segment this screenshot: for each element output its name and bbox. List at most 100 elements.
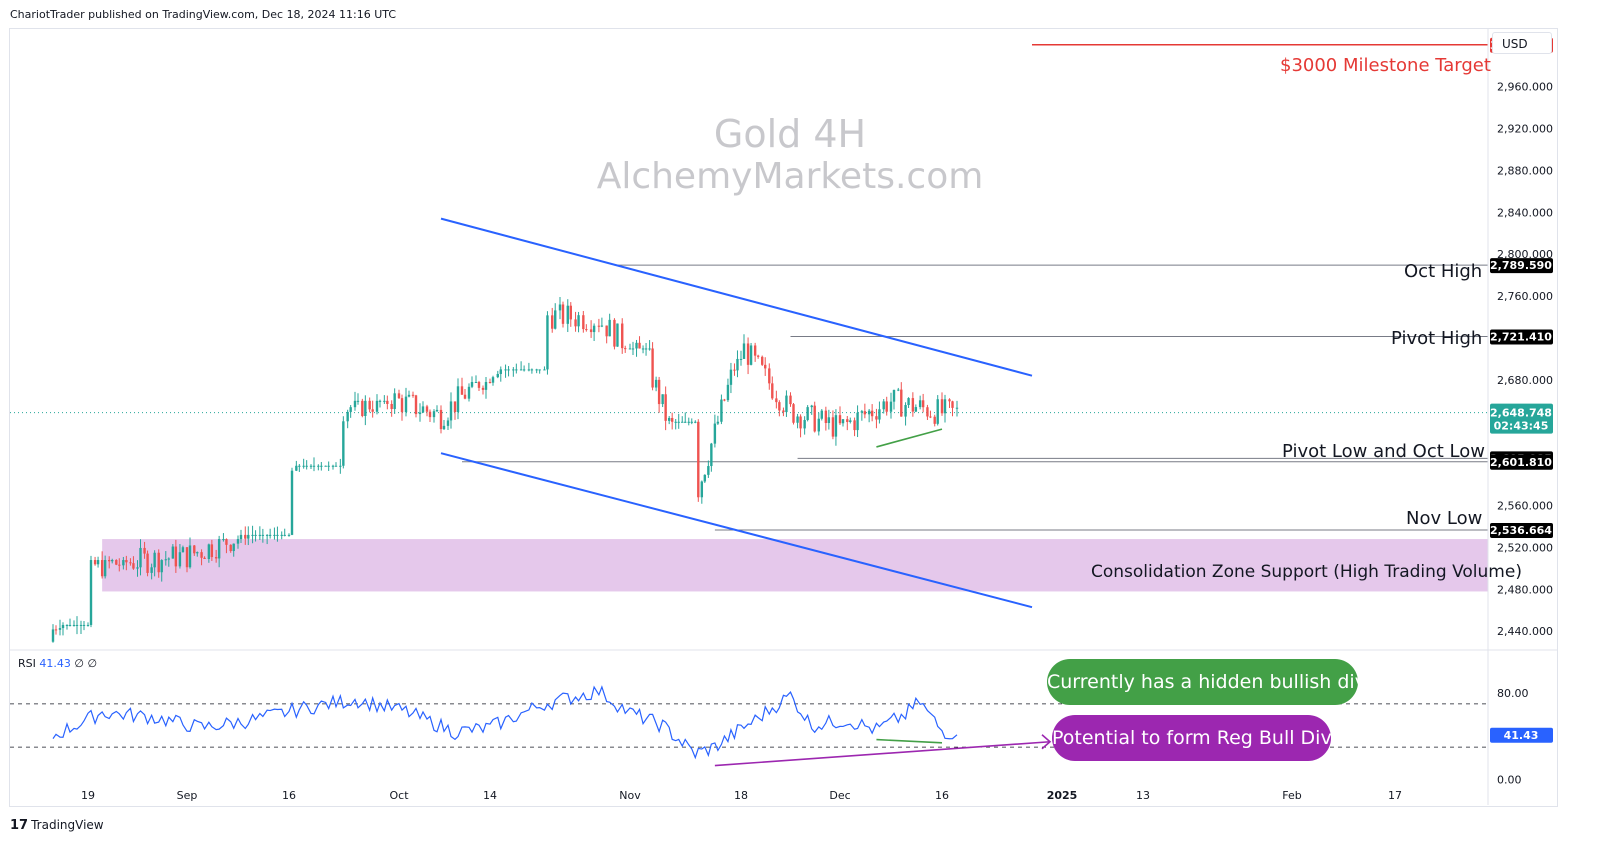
candle-body (375, 400, 379, 412)
rsi-reg-div-arrowhead (1041, 734, 1052, 750)
candle-body (210, 544, 214, 558)
tradingview-logo[interactable]: 17 TradingView (10, 818, 104, 833)
candle-body (305, 465, 308, 467)
candle-body (136, 567, 139, 569)
candle-body (918, 400, 922, 408)
candle-body (796, 416, 799, 423)
candle-body (674, 421, 677, 423)
horizontal-levels-group (10, 43, 1488, 531)
time-axis-tick: 2025 (1047, 789, 1078, 802)
candle-body (349, 407, 352, 412)
candle-body (749, 345, 753, 365)
candle-body (115, 560, 118, 565)
candle-body (849, 420, 852, 423)
candle-body (628, 348, 632, 350)
candle-body (214, 557, 218, 559)
candle-body (327, 465, 330, 467)
candle-body (739, 358, 743, 360)
rsi-legend-name: RSI (18, 657, 36, 670)
candle-body (236, 539, 240, 544)
candle-body (51, 629, 55, 642)
candle-body (171, 546, 175, 559)
time-axis-tick: Dec (829, 789, 850, 802)
candles-group (51, 296, 959, 643)
candle-body (118, 564, 121, 566)
candle-body (589, 329, 593, 333)
price-label-box (1490, 523, 1553, 539)
candle-body (132, 563, 135, 569)
axes-group: 2,960.000 2,920.000 2,880.000 2,840.000 2,80… (10, 28, 1557, 805)
candle-body (421, 406, 425, 413)
candle-body (432, 411, 436, 418)
price-label-text: 2,789.590 (1490, 259, 1552, 272)
candle-body (764, 364, 767, 369)
currency-button[interactable]: USD (1492, 32, 1552, 54)
candle-body (582, 315, 585, 330)
candle-body (863, 411, 867, 415)
candle-body (185, 547, 189, 568)
candle-body (782, 410, 785, 413)
candle-body (439, 409, 443, 430)
candle-body (488, 381, 492, 383)
candle-body (346, 411, 349, 422)
candle-body (789, 395, 792, 405)
candle-body (933, 416, 936, 424)
candle-body (558, 304, 562, 311)
tradingview-brand: TradingView (31, 818, 104, 832)
candle-body (371, 409, 374, 412)
candle-body (470, 381, 474, 387)
candle-body (551, 315, 554, 329)
candle-body (742, 343, 746, 359)
rsi-legend[interactable]: RSI 41.43 ∅ ∅ (18, 657, 97, 670)
price-label-box (1490, 454, 1553, 470)
candle-body (229, 544, 232, 552)
candle-body (225, 539, 228, 545)
candle-body (460, 386, 464, 395)
candle-body (203, 557, 206, 559)
candle-body (217, 539, 221, 559)
price-axis-tick: 2,440.000 (1497, 625, 1553, 638)
candle-body (103, 560, 107, 577)
price-axis-tick: 2,560.000 (1497, 500, 1553, 513)
candle-body (188, 545, 192, 568)
candle-body (907, 398, 910, 406)
candle-body (943, 399, 947, 414)
candle-body (477, 381, 481, 388)
candle-body (707, 466, 710, 475)
candle-body (339, 465, 342, 467)
candle-body (200, 552, 203, 558)
candle-body (885, 401, 888, 412)
candle-body (79, 624, 83, 626)
candle-body (535, 369, 538, 371)
candle-body (846, 419, 849, 423)
candle-body (940, 399, 944, 414)
candle-body (677, 421, 680, 423)
candle-body (312, 465, 316, 467)
candle-body (897, 389, 900, 391)
price-axis-tick: 2,520.000 (1497, 541, 1553, 554)
candle-body (703, 474, 707, 482)
candle-body (456, 386, 460, 412)
candle-body (507, 369, 510, 371)
price-axis-tick: 2,960.000 (1497, 81, 1553, 94)
rsi-line (52, 685, 958, 760)
candle-body (654, 379, 658, 388)
rsi-reg-div-arrow (714, 740, 1051, 767)
candle-body (638, 342, 641, 349)
candle-body (295, 465, 298, 471)
candle-body (690, 421, 693, 423)
rsi-hidden-div-line (876, 738, 943, 744)
candle-body (244, 534, 247, 539)
candle-body (129, 562, 132, 564)
candle-body (283, 534, 286, 536)
candle-body (530, 369, 534, 371)
candle-body (948, 399, 951, 402)
candle-body (955, 407, 959, 409)
candle-body (613, 319, 616, 347)
candle-body (196, 552, 199, 554)
candle-body (428, 411, 432, 418)
candle-body (258, 534, 262, 536)
candle-body (481, 387, 485, 390)
candle-body (661, 394, 664, 405)
